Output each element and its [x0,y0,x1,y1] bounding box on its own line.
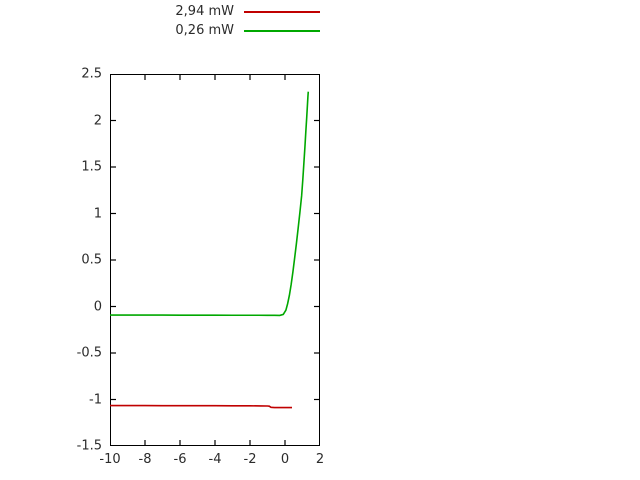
chart-legend: 2,94 mW 0,26 mW [120,2,320,40]
y-tick-label: -1.5 [76,438,102,454]
legend-label-1: 0,26 mW [175,23,234,38]
x-tick-label: -2 [243,452,257,467]
y-axis-tick-labels: -1.5 -1 -0.5 0 0.5 1 1.5 2 2.5 [0,67,102,454]
y-tick-label: -0.5 [76,345,102,361]
x-tick-label: 0 [280,452,290,467]
legend-swatch-0 [244,11,320,13]
y-tick-label: -1 [89,392,102,407]
legend-entry-1: 0,26 mW [120,21,320,40]
x-axis-tick-labels: -10 -8 -6 -4 -2 0 2 [99,452,324,472]
x-tick-label: -6 [173,452,187,467]
y-tick-label: 0 [93,299,102,314]
legend-label-0: 2,94 mW [175,4,234,19]
y-tick-label: 1.5 [81,159,102,175]
y-tick-label: 2.5 [81,66,102,82]
y-tick-label: 1 [93,206,102,221]
x-tick-label: -10 [99,452,121,467]
y-tick-label: 0.5 [81,252,102,268]
x-tick-label: 2 [315,452,325,467]
x-tick-label: -8 [138,452,152,467]
y-tick-label: 2 [93,113,102,128]
x-tick-label: -4 [208,452,222,467]
series-line-1 [110,91,310,317]
plot-frame [110,74,320,446]
series-line-0 [110,404,292,409]
legend-entry-0: 2,94 mW [120,2,320,21]
series-group [110,91,310,409]
axis-ticks [110,74,320,446]
legend-swatch-1 [244,30,320,32]
